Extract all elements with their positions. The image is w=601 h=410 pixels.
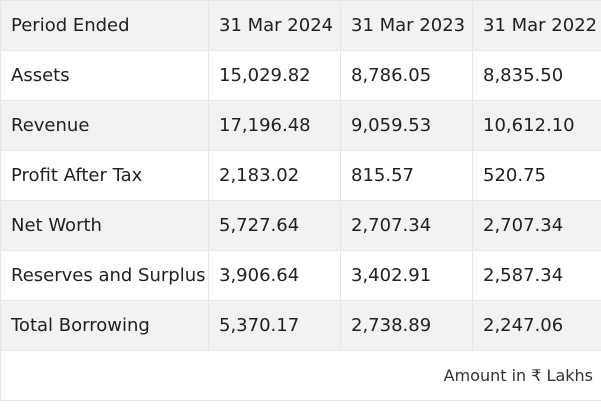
row-value: 10,612.10 (472, 100, 601, 151)
table-footer-row: Amount in ₹ Lakhs (0, 350, 601, 401)
row-value: 520.75 (472, 150, 601, 201)
table-row-net-worth: Net Worth 5,727.64 2,707.34 2,707.34 (0, 200, 601, 251)
row-value: 9,059.53 (340, 100, 473, 151)
row-label: Assets (0, 50, 209, 101)
row-value: 2,707.34 (340, 200, 473, 251)
row-label: Profit After Tax (0, 150, 209, 201)
row-value: 2,183.02 (208, 150, 341, 201)
financials-table: Period Ended 31 Mar 2024 31 Mar 2023 31 … (0, 0, 601, 401)
row-value: 2,247.06 (472, 300, 601, 351)
row-value: 3,402.91 (340, 250, 473, 301)
header-period-2022: 31 Mar 2022 (472, 0, 601, 51)
row-value: 5,370.17 (208, 300, 341, 351)
row-value: 2,587.34 (472, 250, 601, 301)
table-row-reserves-and-surplus: Reserves and Surplus 3,906.64 3,402.91 2… (0, 250, 601, 301)
header-period-2023: 31 Mar 2023 (340, 0, 473, 51)
row-value: 8,786.05 (340, 50, 473, 101)
amount-unit-note: Amount in ₹ Lakhs (0, 350, 601, 401)
table-header-row: Period Ended 31 Mar 2024 31 Mar 2023 31 … (0, 0, 601, 51)
row-value: 815.57 (340, 150, 473, 201)
row-value: 3,906.64 (208, 250, 341, 301)
row-value: 2,738.89 (340, 300, 473, 351)
row-label: Revenue (0, 100, 209, 151)
row-value: 5,727.64 (208, 200, 341, 251)
row-value: 2,707.34 (472, 200, 601, 251)
row-value: 15,029.82 (208, 50, 341, 101)
table-row-total-borrowing: Total Borrowing 5,370.17 2,738.89 2,247.… (0, 300, 601, 351)
table-row-profit-after-tax: Profit After Tax 2,183.02 815.57 520.75 (0, 150, 601, 201)
row-label: Reserves and Surplus (0, 250, 209, 301)
table-row-revenue: Revenue 17,196.48 9,059.53 10,612.10 (0, 100, 601, 151)
row-label: Net Worth (0, 200, 209, 251)
row-label: Total Borrowing (0, 300, 209, 351)
header-period-2024: 31 Mar 2024 (208, 0, 341, 51)
row-value: 17,196.48 (208, 100, 341, 151)
table-row-assets: Assets 15,029.82 8,786.05 8,835.50 (0, 50, 601, 101)
row-value: 8,835.50 (472, 50, 601, 101)
header-period-label: Period Ended (0, 0, 209, 51)
